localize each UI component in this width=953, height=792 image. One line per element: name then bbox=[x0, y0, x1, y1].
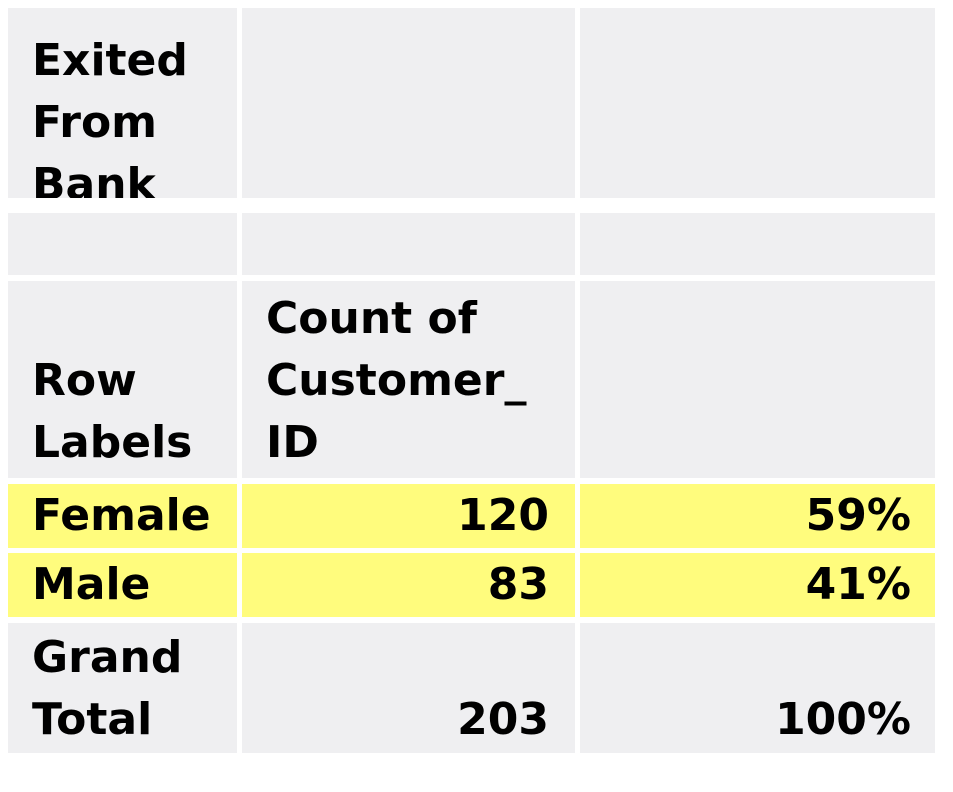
row-percent-female[interactable]: 59% bbox=[580, 484, 935, 548]
row-count-male[interactable]: 83 bbox=[242, 553, 575, 617]
spacer-cell[interactable] bbox=[580, 213, 935, 275]
header-count-of-customer-id[interactable]: Count of Customer_ ID bbox=[242, 281, 575, 478]
filter-label-cell[interactable]: Exited From Bank bbox=[8, 8, 237, 198]
grand-total-percent[interactable]: 100% bbox=[580, 623, 935, 753]
filter-extra-cell[interactable] bbox=[580, 8, 935, 198]
grand-total-label[interactable]: Grand Total bbox=[8, 623, 237, 753]
grand-total-count[interactable]: 203 bbox=[242, 623, 575, 753]
filter-value-cell[interactable] bbox=[242, 8, 575, 198]
row-percent-male[interactable]: 41% bbox=[580, 553, 935, 617]
header-percent[interactable] bbox=[580, 281, 935, 478]
spacer-cell[interactable] bbox=[8, 213, 237, 275]
header-row-labels[interactable]: Row Labels bbox=[8, 281, 237, 478]
row-count-female[interactable]: 120 bbox=[242, 484, 575, 548]
spacer-cell[interactable] bbox=[242, 213, 575, 275]
row-label-male[interactable]: Male bbox=[8, 553, 237, 617]
row-label-female[interactable]: Female bbox=[8, 484, 237, 548]
